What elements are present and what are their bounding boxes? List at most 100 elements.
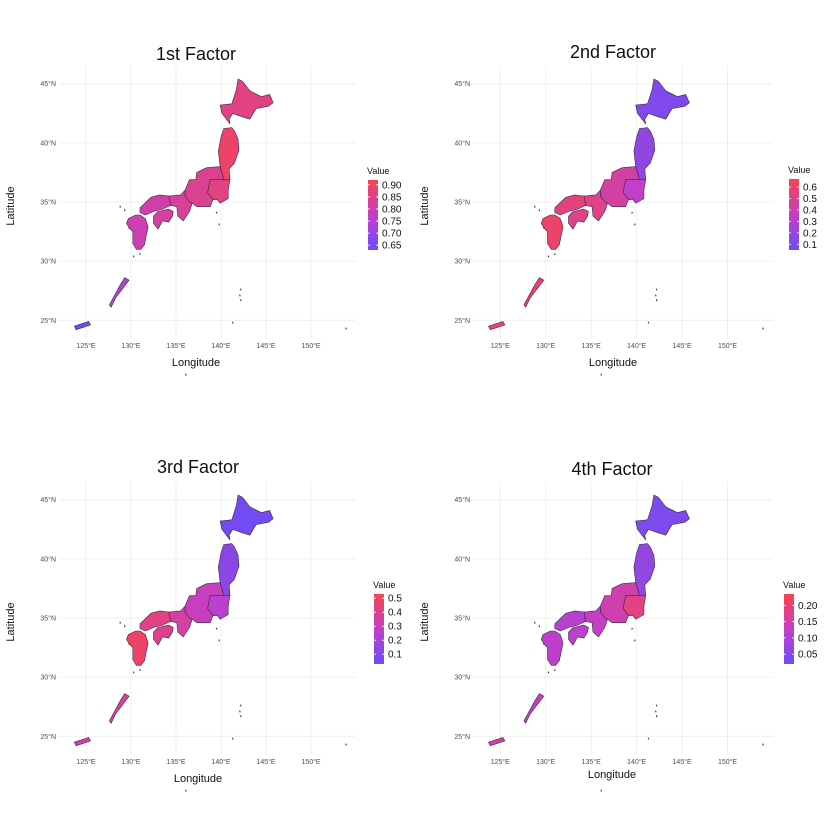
legend-title: Value: [367, 166, 389, 176]
legend-label: 0.15: [798, 617, 818, 628]
y-tick-label: 25°N: [40, 733, 56, 741]
small-island: [534, 205, 536, 208]
y-tick-label: 35°N: [40, 615, 56, 623]
small-island: [124, 625, 126, 628]
legend-label: 0.3: [388, 622, 402, 633]
x-tick-label: 130°E: [536, 758, 555, 766]
region-kinki: [583, 189, 608, 222]
legend-label: 0.20: [798, 601, 818, 612]
y-tick-label: 30°N: [40, 674, 56, 682]
region-nansei: [523, 277, 545, 308]
small-island: [647, 321, 650, 324]
small-island: [547, 671, 550, 674]
small-island: [631, 627, 633, 630]
small-island: [547, 255, 550, 258]
region-shikoku: [568, 624, 589, 646]
x-tick-label: 125°E: [76, 342, 95, 350]
legend-label: 0.2: [388, 636, 402, 647]
region-hokkaido: [635, 494, 690, 541]
y-tick-label: 45°N: [40, 496, 56, 504]
y-tick-label: 40°N: [454, 139, 470, 147]
small-island: [762, 327, 764, 330]
y-tick-label: 35°N: [454, 615, 470, 623]
small-island: [218, 223, 220, 226]
region-hokkaido: [219, 78, 274, 125]
small-island: [239, 710, 241, 713]
region-kyushu: [126, 214, 149, 250]
small-island: [239, 294, 241, 297]
small-island: [215, 627, 218, 630]
panel-title: 4th Factor: [571, 459, 652, 479]
legend-label: 0.4: [803, 205, 817, 216]
small-island: [538, 209, 540, 212]
region-kinki: [583, 605, 608, 638]
x-tick-label: 125°E: [491, 342, 510, 350]
x-tick-label: 145°E: [673, 342, 692, 350]
x-tick-label: 140°E: [627, 342, 646, 350]
small-island: [656, 288, 658, 291]
legend: Value 0.20 0.15 0.10 0.05: [783, 580, 818, 664]
map-panel-2: 125°E 130°E 135°E 140°E 145°E 150°E 25°N 30°N 35…: [419, 42, 817, 376]
region-shikoku: [153, 208, 174, 230]
panel-title: 2nd Factor: [570, 42, 656, 62]
legend-label: 0.5: [388, 594, 402, 605]
legend-label: 0.5: [803, 194, 817, 205]
x-tick-label: 130°E: [121, 758, 140, 766]
legend-title: Value: [373, 580, 395, 590]
legend-label: 0.2: [803, 228, 817, 239]
x-axis-title: Longitude: [172, 357, 220, 369]
small-island: [240, 715, 242, 718]
x-tick-label: 125°E: [491, 758, 510, 766]
x-tick-label: 135°E: [166, 758, 185, 766]
y-tick-label: 25°N: [454, 733, 470, 741]
small-island: [656, 704, 658, 707]
small-island: [543, 227, 545, 229]
panel-title: 1st Factor: [156, 44, 236, 64]
y-axis-title: Latitude: [419, 602, 431, 641]
x-tick-label: 135°E: [582, 342, 601, 350]
legend-title: Value: [788, 165, 810, 175]
small-island: [762, 743, 764, 746]
region-hokkaido: [635, 78, 690, 125]
small-island: [128, 643, 130, 645]
region-nansei: [109, 693, 130, 724]
x-tick-label: 140°E: [627, 758, 646, 766]
region-kinki: [168, 605, 193, 638]
small-island: [232, 737, 234, 740]
legend-label: 0.70: [382, 229, 402, 240]
legend-label: 0.75: [382, 217, 402, 228]
small-island: [656, 299, 658, 302]
region-shikoku: [153, 624, 174, 646]
region-chugoku: [554, 610, 587, 632]
small-island: [543, 643, 545, 645]
legend-colorbar: [789, 179, 799, 250]
x-tick-label: 140°E: [211, 758, 230, 766]
x-tick-label: 145°E: [256, 758, 275, 766]
small-island: [119, 621, 121, 624]
region-kinki: [168, 189, 193, 222]
legend-label: 0.10: [798, 633, 818, 644]
small-island: [634, 639, 636, 642]
x-tick-label: 135°E: [582, 758, 601, 766]
map-panel-3: 125°E 130°E 135°E 140°E 145°E 150°E 25°N 30°N 35…: [5, 457, 402, 792]
small-island: [345, 327, 347, 330]
x-axis-title: Longitude: [588, 769, 636, 781]
small-island: [631, 211, 633, 214]
small-island: [240, 704, 242, 707]
panel-title: 3rd Factor: [157, 457, 239, 477]
y-tick-label: 30°N: [454, 674, 470, 682]
x-tick-label: 140°E: [211, 342, 230, 350]
small-island: [534, 621, 536, 624]
y-tick-label: 25°N: [454, 317, 470, 325]
x-tick-label: 150°E: [301, 342, 320, 350]
y-axis-title: Latitude: [5, 602, 17, 641]
region-sakishima: [74, 737, 91, 747]
x-tick-label: 125°E: [76, 758, 95, 766]
x-tick-label: 150°E: [718, 758, 737, 766]
x-tick-label: 150°E: [301, 758, 320, 766]
x-axis-title: Longitude: [589, 357, 637, 369]
legend: Value 0.900.850.80 0.750.700.65: [367, 166, 402, 252]
legend: Value 0.5 0.4 0.3 0.2 0.1: [373, 580, 402, 664]
small-island: [185, 373, 187, 376]
